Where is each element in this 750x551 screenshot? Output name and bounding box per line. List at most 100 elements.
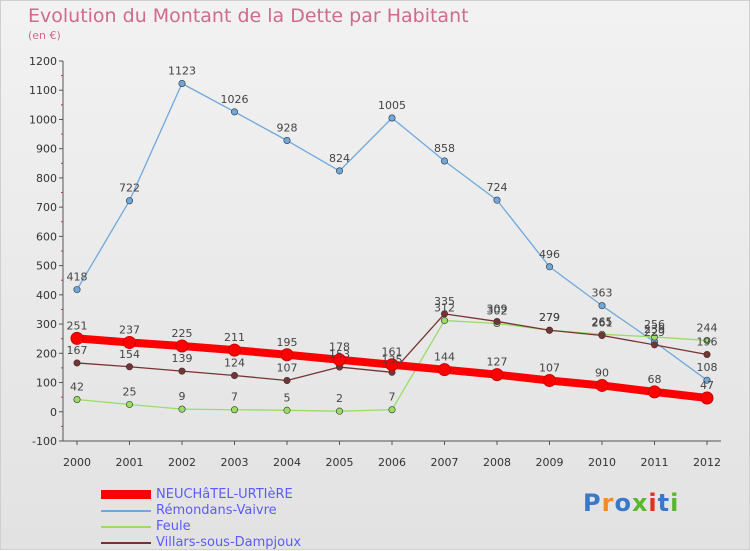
- data-point: [175, 339, 189, 353]
- x-tick-label: 2011: [641, 456, 669, 469]
- chart-unit: (en €): [28, 29, 61, 42]
- data-label: 153: [329, 348, 350, 361]
- logo-letter: o: [614, 489, 632, 517]
- data-point: [178, 80, 186, 88]
- x-tick-label: 2006: [378, 456, 406, 469]
- data-point: [595, 378, 609, 392]
- data-point: [388, 114, 396, 122]
- data-point: [126, 363, 134, 371]
- data-label: 42: [70, 380, 84, 393]
- data-label: 229: [644, 326, 665, 339]
- data-label: 161: [382, 346, 403, 359]
- data-label: 722: [119, 182, 140, 195]
- data-point: [231, 372, 239, 380]
- data-point: [385, 358, 399, 372]
- data-point: [703, 350, 711, 358]
- series-layer: [70, 80, 714, 415]
- logo-letter: t: [657, 489, 671, 517]
- data-label: 107: [277, 361, 298, 374]
- data-label: 25: [123, 385, 137, 398]
- data-point: [490, 368, 504, 382]
- data-label: 237: [119, 323, 140, 336]
- y-tick-label: 300: [36, 318, 57, 331]
- data-point: [333, 353, 346, 367]
- data-label: 9: [179, 390, 186, 403]
- x-tick-label: 2000: [63, 456, 91, 469]
- data-label: 858: [434, 142, 455, 155]
- data-label: 496: [539, 248, 560, 261]
- logo-letter: P: [583, 489, 602, 517]
- legend-swatch: [101, 510, 151, 512]
- y-tick-label: 900: [36, 143, 57, 156]
- data-point: [178, 405, 186, 413]
- data-label: 363: [592, 287, 613, 300]
- legend-label: Villars-sous-Dampjoux: [156, 535, 302, 550]
- logo-letter: r: [601, 489, 615, 517]
- data-label: 196: [697, 335, 718, 348]
- x-tick-label: 2007: [431, 456, 459, 469]
- y-tick-label: 1100: [29, 84, 57, 97]
- legend-label: Feule: [156, 519, 191, 534]
- data-point: [73, 359, 81, 367]
- chart-title: Evolution du Montant de la Dette par Hab…: [28, 5, 469, 27]
- y-tick-label: 500: [36, 260, 57, 273]
- data-label: 167: [67, 344, 88, 357]
- x-tick-label: 2005: [326, 456, 354, 469]
- data-label: 256: [644, 318, 665, 331]
- data-label: 312: [434, 302, 455, 315]
- series-1: [73, 80, 711, 384]
- y-tick-label: 1200: [29, 55, 57, 68]
- data-point: [440, 310, 448, 318]
- x-tick-label: 2010: [588, 456, 616, 469]
- data-point: [231, 406, 239, 414]
- x-tick-label: 2001: [116, 456, 144, 469]
- y-tick-label: 600: [36, 230, 57, 243]
- data-label: 127: [487, 356, 508, 369]
- data-labels-layer: 418 722 1123 1026 928 824 1005 858 724 496 363 239 1…: [67, 65, 718, 406]
- data-label: 1005: [378, 99, 406, 112]
- y-tick-label: 800: [36, 172, 57, 185]
- data-label: 265: [592, 315, 613, 328]
- data-label: 154: [119, 348, 140, 361]
- data-label: 195: [277, 336, 298, 349]
- x-tick-label: 2009: [536, 456, 564, 469]
- data-label: 5: [284, 391, 291, 404]
- data-point: [126, 400, 134, 408]
- data-label: 309: [487, 302, 508, 315]
- data-label: 107: [539, 361, 560, 374]
- logo-letter: x: [631, 489, 649, 517]
- data-point: [388, 406, 396, 414]
- data-label: 335: [434, 295, 455, 308]
- y-tick-label: 1000: [29, 113, 57, 126]
- data-label: 1026: [221, 93, 249, 106]
- data-point: [703, 376, 711, 384]
- data-point: [493, 196, 501, 204]
- logo-letter: i: [670, 489, 680, 517]
- data-label: 135: [382, 353, 403, 366]
- data-point: [438, 363, 451, 377]
- data-label: 824: [329, 152, 350, 165]
- data-label: 239: [644, 323, 665, 336]
- data-label: 225: [172, 327, 193, 340]
- legend-swatch: [101, 490, 151, 499]
- data-point: [280, 348, 294, 362]
- data-label: 279: [539, 311, 560, 324]
- data-point: [73, 286, 81, 294]
- data-point: [73, 395, 81, 403]
- data-point: [335, 167, 343, 175]
- y-tick-label: 200: [36, 347, 57, 360]
- data-label: 418: [67, 271, 88, 284]
- data-label: 928: [277, 122, 298, 135]
- series-0: [70, 331, 714, 405]
- data-point: [650, 333, 658, 341]
- y-tick-label: 400: [36, 289, 57, 302]
- data-point: [231, 108, 239, 116]
- data-point: [126, 197, 134, 205]
- data-label: 47: [700, 379, 714, 392]
- data-label: 1123: [168, 65, 196, 78]
- y-tick-label: 0: [50, 406, 57, 419]
- data-label: 144: [434, 351, 455, 364]
- data-point: [700, 391, 714, 405]
